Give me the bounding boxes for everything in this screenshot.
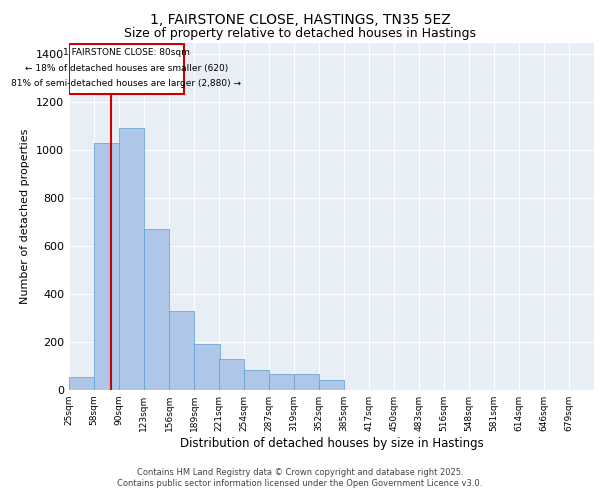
Bar — [94, 143, 119, 390]
Bar — [69, 44, 184, 94]
X-axis label: Distribution of detached houses by size in Hastings: Distribution of detached houses by size … — [179, 437, 484, 450]
Bar — [119, 128, 144, 390]
Bar — [319, 380, 344, 390]
Bar — [293, 374, 319, 390]
Text: 1, FAIRSTONE CLOSE, HASTINGS, TN35 5EZ: 1, FAIRSTONE CLOSE, HASTINGS, TN35 5EZ — [149, 12, 451, 26]
Bar — [144, 230, 169, 390]
Text: 1 FAIRSTONE CLOSE: 80sqm: 1 FAIRSTONE CLOSE: 80sqm — [63, 48, 190, 57]
Bar — [194, 344, 220, 390]
Bar — [269, 374, 295, 390]
Text: Contains HM Land Registry data © Crown copyright and database right 2025.
Contai: Contains HM Land Registry data © Crown c… — [118, 468, 482, 487]
Bar — [244, 370, 269, 390]
Text: Size of property relative to detached houses in Hastings: Size of property relative to detached ho… — [124, 28, 476, 40]
Text: 81% of semi-detached houses are larger (2,880) →: 81% of semi-detached houses are larger (… — [11, 80, 241, 88]
Text: ← 18% of detached houses are smaller (620): ← 18% of detached houses are smaller (62… — [25, 64, 228, 72]
Bar — [219, 359, 244, 390]
Bar — [169, 311, 194, 390]
Bar — [69, 377, 94, 390]
Y-axis label: Number of detached properties: Number of detached properties — [20, 128, 31, 304]
